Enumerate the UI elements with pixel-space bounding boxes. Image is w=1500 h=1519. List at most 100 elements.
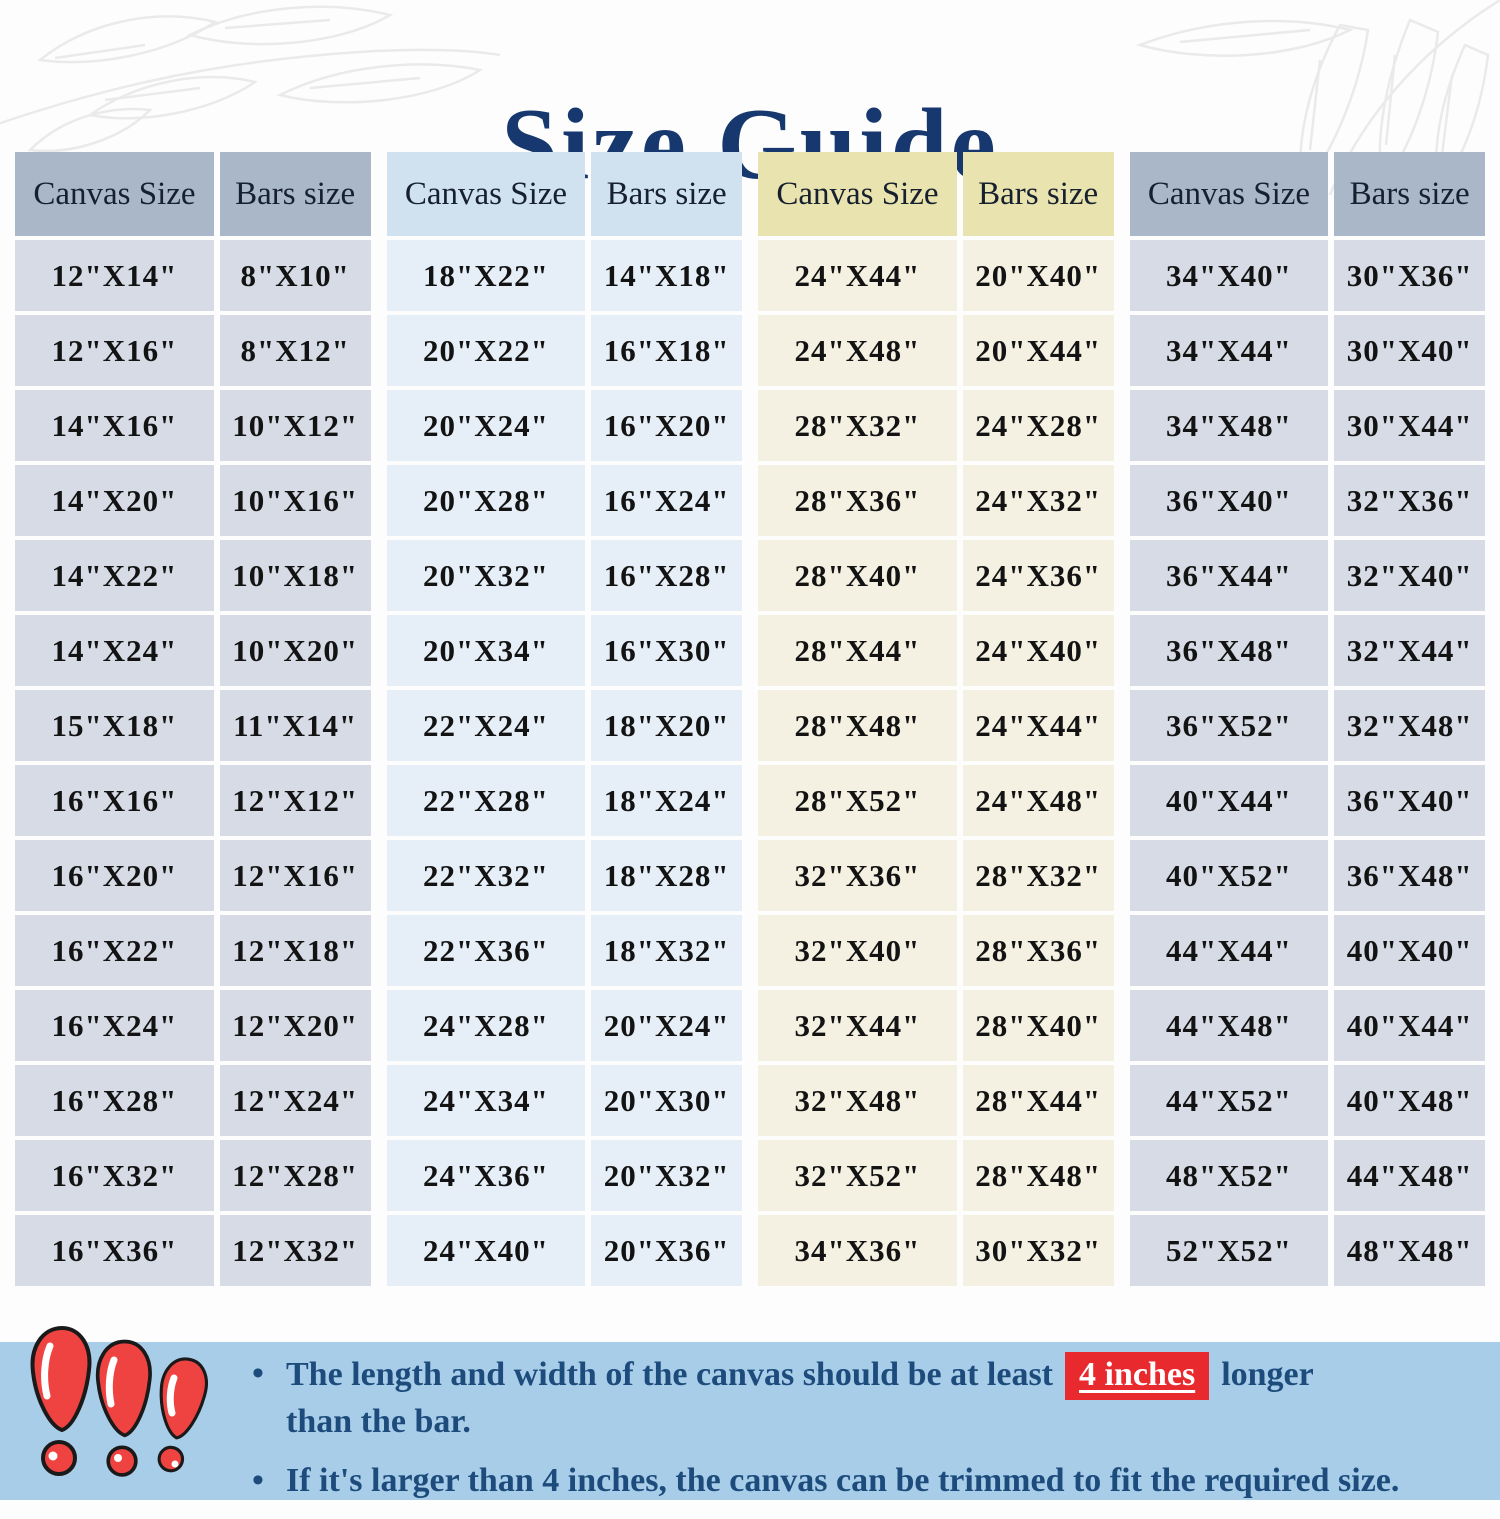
canvas-size-cell: 12"X16" xyxy=(15,315,214,386)
bars-size-cell: 14"X18" xyxy=(591,240,742,311)
four-inches-highlight: 4 inches xyxy=(1065,1352,1210,1400)
bars-size-cell: 16"X18" xyxy=(591,315,742,386)
bars-size-cell: 16"X24" xyxy=(591,465,742,536)
bars-size-cell: 40"X48" xyxy=(1334,1065,1485,1136)
canvas-size-cell: 34"X48" xyxy=(1129,390,1329,461)
canvas-size-cell: 16"X20" xyxy=(15,840,214,911)
bars-size-cell: 10"X16" xyxy=(219,465,371,536)
canvas-size-cell: 20"X28" xyxy=(386,465,586,536)
size-table-1: Canvas Size Bars size 12"X14" 8"X10" 12"X16"… xyxy=(15,152,371,1286)
bars-size-cell: 24"X28" xyxy=(962,390,1114,461)
canvas-size-cell: 44"X52" xyxy=(1129,1065,1329,1136)
size-tables: Canvas Size Bars size 12"X14" 8"X10" 12"X16"… xyxy=(15,152,1485,1286)
canvas-size-cell: 34"X44" xyxy=(1129,315,1329,386)
bars-size-cell: 30"X32" xyxy=(962,1215,1114,1286)
bars-size-cell: 18"X32" xyxy=(591,915,742,986)
canvas-size-cell: 20"X24" xyxy=(386,390,586,461)
note1-line2: than the bar. xyxy=(286,1402,471,1440)
canvas-size-cell: 15"X18" xyxy=(15,690,214,761)
bars-size-cell: 18"X20" xyxy=(591,690,742,761)
canvas-size-cell: 16"X32" xyxy=(15,1140,214,1211)
size-table-2: Canvas Size Bars size 18"X22" 14"X18" 20"X22… xyxy=(386,152,742,1286)
bars-size-cell: 12"X18" xyxy=(219,915,371,986)
canvas-size-cell: 16"X16" xyxy=(15,765,214,836)
bars-size-cell: 8"X10" xyxy=(219,240,371,311)
bars-size-cell: 16"X28" xyxy=(591,540,742,611)
bars-size-cell: 28"X36" xyxy=(962,915,1114,986)
canvas-size-cell: 18"X22" xyxy=(386,240,586,311)
canvas-size-cell: 22"X24" xyxy=(386,690,586,761)
bars-size-cell: 10"X12" xyxy=(219,390,371,461)
bars-size-cell: 12"X28" xyxy=(219,1140,371,1211)
note-bullet-1: • The length and width of the canvas sho… xyxy=(252,1352,1475,1443)
canvas-size-cell: 24"X44" xyxy=(758,240,957,311)
bars-size-cell: 20"X32" xyxy=(591,1140,742,1211)
canvas-size-cell: 20"X32" xyxy=(386,540,586,611)
bars-size-cell: 48"X48" xyxy=(1334,1215,1485,1286)
canvas-size-cell: 48"X52" xyxy=(1129,1140,1329,1211)
canvas-size-cell: 40"X44" xyxy=(1129,765,1329,836)
bars-size-cell: 10"X20" xyxy=(219,615,371,686)
bars-size-cell: 30"X40" xyxy=(1334,315,1485,386)
canvas-size-header: Canvas Size xyxy=(1129,152,1329,236)
bars-size-cell: 18"X28" xyxy=(591,840,742,911)
canvas-size-cell: 28"X44" xyxy=(758,615,957,686)
canvas-size-cell: 24"X40" xyxy=(386,1215,586,1286)
canvas-size-cell: 22"X32" xyxy=(386,840,586,911)
canvas-size-cell: 44"X48" xyxy=(1129,990,1329,1061)
canvas-size-cell: 32"X48" xyxy=(758,1065,957,1136)
bars-size-cell: 40"X40" xyxy=(1334,915,1485,986)
bars-size-cell: 36"X40" xyxy=(1334,765,1485,836)
canvas-size-cell: 44"X44" xyxy=(1129,915,1329,986)
canvas-size-cell: 16"X28" xyxy=(15,1065,214,1136)
bars-size-cell: 8"X12" xyxy=(219,315,371,386)
note1-pre: The length and width of the canvas shoul… xyxy=(286,1356,1054,1393)
canvas-size-cell: 36"X40" xyxy=(1129,465,1329,536)
bars-size-cell: 20"X44" xyxy=(962,315,1114,386)
bars-size-cell: 28"X48" xyxy=(962,1140,1114,1211)
bars-size-cell: 32"X36" xyxy=(1334,465,1485,536)
bars-size-cell: 32"X40" xyxy=(1334,540,1485,611)
canvas-size-cell: 28"X36" xyxy=(758,465,957,536)
bars-size-header: Bars size xyxy=(962,152,1114,236)
canvas-size-cell: 24"X34" xyxy=(386,1065,586,1136)
notes-text: • The length and width of the canvas sho… xyxy=(252,1352,1475,1519)
bars-size-cell: 24"X32" xyxy=(962,465,1114,536)
canvas-size-cell: 36"X44" xyxy=(1129,540,1329,611)
canvas-size-cell: 14"X22" xyxy=(15,540,214,611)
bars-size-cell: 24"X48" xyxy=(962,765,1114,836)
canvas-size-cell: 32"X36" xyxy=(758,840,957,911)
bars-size-cell: 10"X18" xyxy=(219,540,371,611)
bars-size-cell: 28"X32" xyxy=(962,840,1114,911)
bars-size-cell: 44"X48" xyxy=(1334,1140,1485,1211)
bars-size-cell: 20"X30" xyxy=(591,1065,742,1136)
bars-size-header: Bars size xyxy=(591,152,742,236)
bars-size-cell: 28"X44" xyxy=(962,1065,1114,1136)
size-table-3: Canvas Size Bars size 24"X44" 20"X40" 24"X48… xyxy=(758,152,1114,1286)
canvas-size-cell: 28"X48" xyxy=(758,690,957,761)
canvas-size-cell: 14"X16" xyxy=(15,390,214,461)
bars-size-cell: 30"X36" xyxy=(1334,240,1485,311)
bars-size-cell: 11"X14" xyxy=(219,690,371,761)
canvas-size-cell: 12"X14" xyxy=(15,240,214,311)
canvas-size-cell: 20"X22" xyxy=(386,315,586,386)
canvas-size-cell: 24"X28" xyxy=(386,990,586,1061)
bars-size-header: Bars size xyxy=(1334,152,1485,236)
bars-size-cell: 32"X48" xyxy=(1334,690,1485,761)
canvas-size-header: Canvas Size xyxy=(386,152,586,236)
bars-size-cell: 12"X32" xyxy=(219,1215,371,1286)
canvas-size-cell: 20"X34" xyxy=(386,615,586,686)
bullet-dot: • xyxy=(252,1462,264,1500)
bars-size-cell: 12"X16" xyxy=(219,840,371,911)
bars-size-cell: 12"X24" xyxy=(219,1065,371,1136)
canvas-size-cell: 24"X36" xyxy=(386,1140,586,1211)
canvas-size-cell: 40"X52" xyxy=(1129,840,1329,911)
notes-section xyxy=(0,1342,1500,1500)
bars-size-cell: 16"X20" xyxy=(591,390,742,461)
bars-size-cell: 24"X44" xyxy=(962,690,1114,761)
canvas-size-cell: 22"X36" xyxy=(386,915,586,986)
triple-exclamation-icon xyxy=(30,1325,208,1477)
size-table-4: Canvas Size Bars size 34"X40" 30"X36" 34"X44… xyxy=(1129,152,1485,1286)
bars-size-cell: 28"X40" xyxy=(962,990,1114,1061)
bars-size-cell: 20"X40" xyxy=(962,240,1114,311)
